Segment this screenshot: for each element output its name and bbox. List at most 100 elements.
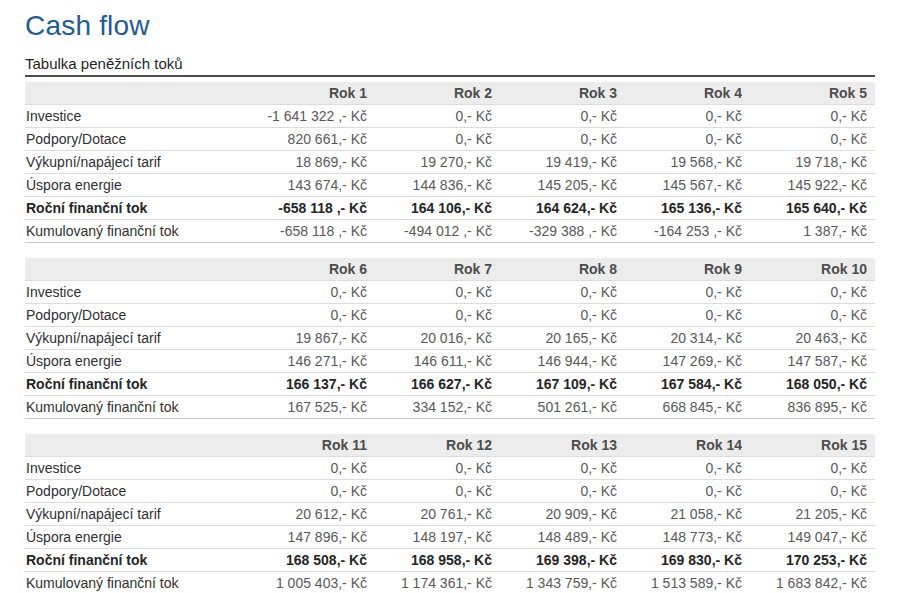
- row-label: Investice: [25, 105, 250, 128]
- value-cell: 147 587,- Kč: [750, 350, 875, 373]
- value-cell: -658 118 ,- Kč: [250, 197, 375, 220]
- row-label: Investice: [25, 457, 250, 480]
- value-cell: 820 661,- Kč: [250, 128, 375, 151]
- value-cell: 20 165,- Kč: [500, 327, 625, 350]
- value-cell: 0,- Kč: [625, 457, 750, 480]
- table-row: Podpory/Dotace0,- Kč0,- Kč0,- Kč0,- Kč0,…: [25, 480, 875, 503]
- value-cell: 20 761,- Kč: [375, 503, 500, 526]
- table-row: Kumulovaný finanční tok-658 118 ,- Kč-49…: [25, 220, 875, 243]
- value-cell: 167 584,- Kč: [625, 373, 750, 396]
- value-cell: 143 674,- Kč: [250, 174, 375, 197]
- table-caption: Tabulka peněžních toků: [25, 55, 875, 72]
- corner-cell: [25, 82, 250, 105]
- value-cell: 0,- Kč: [500, 480, 625, 503]
- year-column-header: Rok 4: [625, 82, 750, 105]
- value-cell: 20 314,- Kč: [625, 327, 750, 350]
- value-cell: 0,- Kč: [625, 281, 750, 304]
- value-cell: 169 398,- Kč: [500, 549, 625, 572]
- value-cell: 668 845,- Kč: [625, 396, 750, 419]
- value-cell: 145 922,- Kč: [750, 174, 875, 197]
- header-row: Rok 11Rok 12Rok 13Rok 14Rok 15: [25, 434, 875, 457]
- page-title: Cash flow: [25, 10, 875, 42]
- value-cell: 0,- Kč: [750, 281, 875, 304]
- row-label: Roční finanční tok: [25, 373, 250, 396]
- value-cell: 1 513 589,- Kč: [625, 572, 750, 593]
- value-cell: 0,- Kč: [250, 480, 375, 503]
- year-column-header: Rok 8: [500, 258, 625, 281]
- row-label: Kumulovaný finanční tok: [25, 220, 250, 243]
- value-cell: 0,- Kč: [500, 457, 625, 480]
- value-cell: 146 611,- Kč: [375, 350, 500, 373]
- value-cell: 18 869,- Kč: [250, 151, 375, 174]
- value-cell: -164 253 ,- Kč: [625, 220, 750, 243]
- value-cell: 166 627,- Kč: [375, 373, 500, 396]
- cashflow-tables-container: Rok 1Rok 2Rok 3Rok 4Rok 5Investice-1 641…: [25, 82, 875, 593]
- value-cell: 165 136,- Kč: [625, 197, 750, 220]
- value-cell: 19 270,- Kč: [375, 151, 500, 174]
- table-row: Investice0,- Kč0,- Kč0,- Kč0,- Kč0,- Kč: [25, 457, 875, 480]
- table-row: Roční finanční tok168 508,- Kč168 958,- …: [25, 549, 875, 572]
- value-cell: 0,- Kč: [500, 128, 625, 151]
- row-label: Úspora energie: [25, 174, 250, 197]
- table-row: Výkupní/napájecí tarif20 612,- Kč20 761,…: [25, 503, 875, 526]
- value-cell: 168 508,- Kč: [250, 549, 375, 572]
- value-cell: 145 205,- Kč: [500, 174, 625, 197]
- value-cell: 168 050,- Kč: [750, 373, 875, 396]
- value-cell: 1 387,- Kč: [750, 220, 875, 243]
- table-row: Úspora energie146 271,- Kč146 611,- Kč14…: [25, 350, 875, 373]
- value-cell: 0,- Kč: [750, 304, 875, 327]
- value-cell: 147 269,- Kč: [625, 350, 750, 373]
- value-cell: 148 197,- Kč: [375, 526, 500, 549]
- corner-cell: [25, 434, 250, 457]
- row-label: Investice: [25, 281, 250, 304]
- table-row: Výkupní/napájecí tarif18 869,- Kč19 270,…: [25, 151, 875, 174]
- year-column-header: Rok 11: [250, 434, 375, 457]
- value-cell: 0,- Kč: [375, 480, 500, 503]
- table-row: Roční finanční tok166 137,- Kč166 627,- …: [25, 373, 875, 396]
- header-row: Rok 1Rok 2Rok 3Rok 4Rok 5: [25, 82, 875, 105]
- year-column-header: Rok 3: [500, 82, 625, 105]
- value-cell: 167 525,- Kč: [250, 396, 375, 419]
- value-cell: 0,- Kč: [250, 281, 375, 304]
- table-row: Investice0,- Kč0,- Kč0,- Kč0,- Kč0,- Kč: [25, 281, 875, 304]
- value-cell: 170 253,- Kč: [750, 549, 875, 572]
- value-cell: 19 419,- Kč: [500, 151, 625, 174]
- table-row: Úspora energie143 674,- Kč144 836,- Kč14…: [25, 174, 875, 197]
- value-cell: 836 895,- Kč: [750, 396, 875, 419]
- row-label: Kumulovaný finanční tok: [25, 396, 250, 419]
- value-cell: 1 174 361,- Kč: [375, 572, 500, 593]
- value-cell: 0,- Kč: [750, 128, 875, 151]
- value-cell: 147 896,- Kč: [250, 526, 375, 549]
- cashflow-table-years-1-5: Rok 1Rok 2Rok 3Rok 4Rok 5Investice-1 641…: [25, 82, 875, 243]
- row-label: Výkupní/napájecí tarif: [25, 327, 250, 350]
- value-cell: 0,- Kč: [375, 105, 500, 128]
- table-row: Kumulovaný finanční tok1 005 403,- Kč1 1…: [25, 572, 875, 593]
- value-cell: 20 612,- Kč: [250, 503, 375, 526]
- value-cell: 1 005 403,- Kč: [250, 572, 375, 593]
- value-cell: 148 773,- Kč: [625, 526, 750, 549]
- row-label: Podpory/Dotace: [25, 304, 250, 327]
- value-cell: 0,- Kč: [500, 304, 625, 327]
- value-cell: 166 137,- Kč: [250, 373, 375, 396]
- row-label: Kumulovaný finanční tok: [25, 572, 250, 593]
- value-cell: 0,- Kč: [375, 128, 500, 151]
- value-cell: 501 261,- Kč: [500, 396, 625, 419]
- row-label: Úspora energie: [25, 526, 250, 549]
- year-column-header: Rok 15: [750, 434, 875, 457]
- table-row: Výkupní/napájecí tarif19 867,- Kč20 016,…: [25, 327, 875, 350]
- value-cell: 148 489,- Kč: [500, 526, 625, 549]
- table-row: Úspora energie147 896,- Kč148 197,- Kč14…: [25, 526, 875, 549]
- value-cell: 144 836,- Kč: [375, 174, 500, 197]
- row-label: Roční finanční tok: [25, 197, 250, 220]
- value-cell: 20 463,- Kč: [750, 327, 875, 350]
- row-label: Podpory/Dotace: [25, 128, 250, 151]
- value-cell: 0,- Kč: [375, 304, 500, 327]
- year-column-header: Rok 14: [625, 434, 750, 457]
- value-cell: 168 958,- Kč: [375, 549, 500, 572]
- value-cell: 164 106,- Kč: [375, 197, 500, 220]
- value-cell: 0,- Kč: [750, 457, 875, 480]
- value-cell: 145 567,- Kč: [625, 174, 750, 197]
- value-cell: 0,- Kč: [500, 105, 625, 128]
- report-page: Cash flow Tabulka peněžních toků Rok 1Ro…: [0, 0, 898, 593]
- value-cell: 1 683 842,- Kč: [750, 572, 875, 593]
